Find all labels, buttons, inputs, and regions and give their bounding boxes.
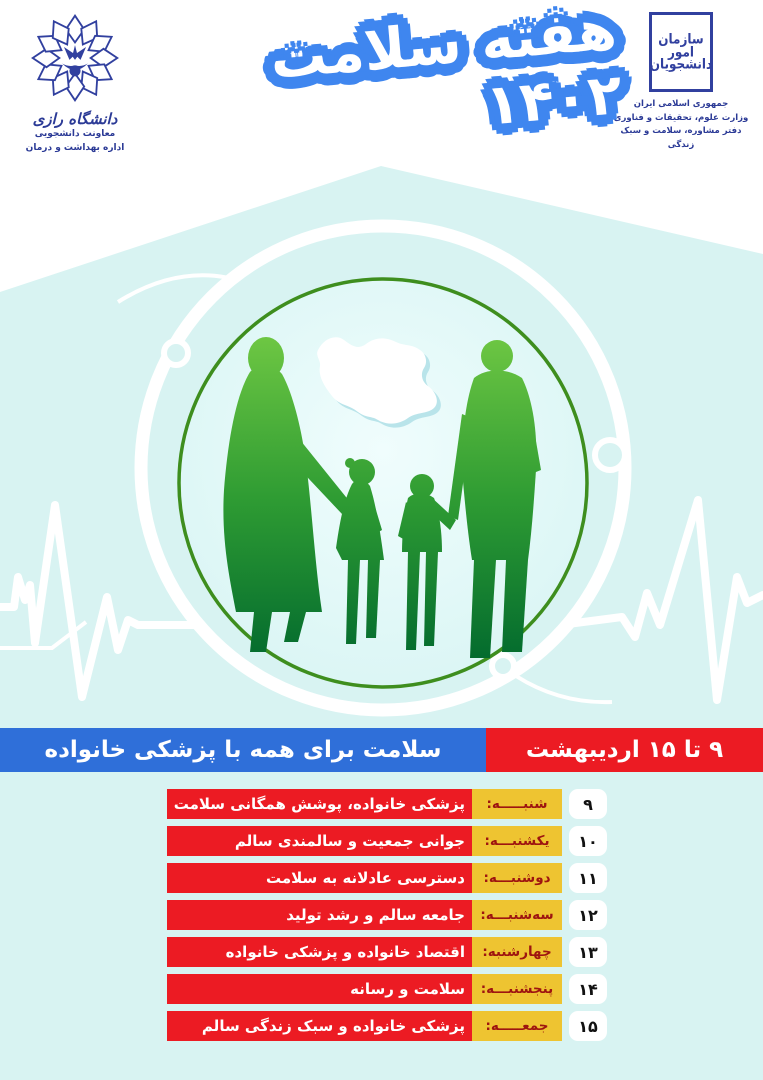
- day-name-label: چهارشنبه:: [472, 937, 562, 967]
- day-number-badge: ۱۰: [569, 826, 607, 856]
- day-topic-label: سلامت و رسانه: [167, 974, 472, 1004]
- date-range-text: ۹ تا ۱۵ اردیبهشت: [525, 737, 724, 763]
- day-number-badge: ۱۱: [569, 863, 607, 893]
- weekly-schedule: ۹ شنبـــــه: پزشکی خانواده، پوشش همگانی …: [167, 789, 607, 1048]
- banner: سلامت برای همه با پزشکی خانواده ۹ تا ۱۵ …: [0, 728, 763, 772]
- day-number-badge: ۱۵: [569, 1011, 607, 1041]
- razi-university-emblem-icon: [31, 14, 119, 102]
- left-logo-line1: معاونت دانشجویی: [34, 129, 116, 139]
- right-logo-line1: جمهوری اسلامی ایران: [633, 99, 729, 109]
- family-silhouette: [223, 337, 541, 658]
- emblem-word: دانشجویان: [649, 56, 713, 73]
- left-logo-line2: اداره بهداشت و درمان: [25, 142, 125, 153]
- day-name-label: سه‌شنبـــه:: [472, 900, 562, 930]
- slogan-text: سلامت برای همه با پزشکی خانواده: [44, 737, 442, 763]
- circuit-arc-bottom-right: [514, 674, 613, 705]
- emblem-word: سازمان: [658, 31, 704, 48]
- schedule-row: ۱۰ یکشنبـــه: جوانی جمعیت و سالمندی سالم: [167, 826, 607, 856]
- emblem-word: امور: [668, 43, 694, 60]
- day-name-label: شنبـــــه:: [472, 789, 562, 819]
- day-name-label: جمعـــــه:: [472, 1011, 562, 1041]
- student-affairs-emblem-icon: سازمان امور دانشجویان: [649, 12, 713, 92]
- day-topic-label: پزشکی خانواده و سبک زندگی سالم: [167, 1011, 472, 1041]
- schedule-row: ۱۱ دوشنبـــه: دسترسی عادلانه به سلامت: [167, 863, 607, 893]
- schedule-row: ۱۵ جمعـــــه: پزشکی خانواده و سبک زندگی …: [167, 1011, 607, 1041]
- schedule-row: ۱۳ چهارشنبه: اقتصاد خانواده و پزشکی خانو…: [167, 937, 607, 967]
- circuit-line-left: [0, 620, 88, 650]
- schedule-row: ۹ شنبـــــه: پزشکی خانواده، پوشش همگانی …: [167, 789, 607, 819]
- day-number-badge: ۱۳: [569, 937, 607, 967]
- day-topic-label: پزشکی خانواده، پوشش همگانی سلامت: [167, 789, 472, 819]
- orbit-node-icon: [161, 338, 191, 368]
- day-number-badge: ۹: [569, 789, 607, 819]
- banner-slogan: سلامت برای همه با پزشکی خانواده: [0, 728, 486, 772]
- ecg-heartbeat-line: [0, 496, 763, 704]
- orbit-node-icon: [489, 652, 517, 680]
- university-name: دانشگاه رازی: [32, 110, 118, 128]
- day-topic-label: دسترسی عادلانه به سلامت: [167, 863, 472, 893]
- day-number-badge: ۱۲: [569, 900, 607, 930]
- day-name-label: پنجشنبـــه:: [472, 974, 562, 1004]
- day-topic-label: جامعه سالم و رشد تولید: [167, 900, 472, 930]
- schedule-row: ۱۲ سه‌شنبـــه: جامعه سالم و رشد تولید: [167, 900, 607, 930]
- day-name-label: دوشنبـــه:: [472, 863, 562, 893]
- day-name-label: یکشنبـــه:: [472, 826, 562, 856]
- schedule-row: ۱۴ پنجشنبـــه: سلامت و رسانه: [167, 974, 607, 1004]
- right-logo-line2: وزارت علوم، تحقیقات و فناوری: [613, 112, 749, 123]
- day-topic-label: اقتصاد خانواده و پزشکی خانواده: [167, 937, 472, 967]
- day-topic-label: جوانی جمعیت و سالمندی سالم: [167, 826, 472, 856]
- right-logo-line3: دفتر مشاوره، سلامت و سبک زندگی: [620, 126, 742, 150]
- iran-map-icon: [317, 337, 441, 428]
- banner-date-range: ۹ تا ۱۵ اردیبهشت: [486, 728, 763, 772]
- day-number-badge: ۱۴: [569, 974, 607, 1004]
- razi-university-logo: دانشگاه رازی معاونت دانشجویی اداره بهداش…: [16, 12, 134, 155]
- orbit-node-icon: [592, 437, 628, 473]
- student-affairs-logo: سازمان امور دانشجویان جمهوری اسلامی ایرا…: [611, 12, 751, 152]
